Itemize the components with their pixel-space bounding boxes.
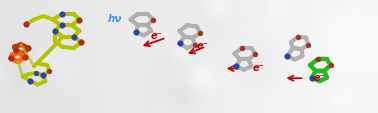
Text: e⁻: e⁻ xyxy=(253,63,265,73)
Text: hν: hν xyxy=(108,14,122,24)
Text: e⁻: e⁻ xyxy=(196,40,208,50)
Text: e⁻: e⁻ xyxy=(151,31,163,41)
Text: e⁻: e⁻ xyxy=(313,72,325,82)
